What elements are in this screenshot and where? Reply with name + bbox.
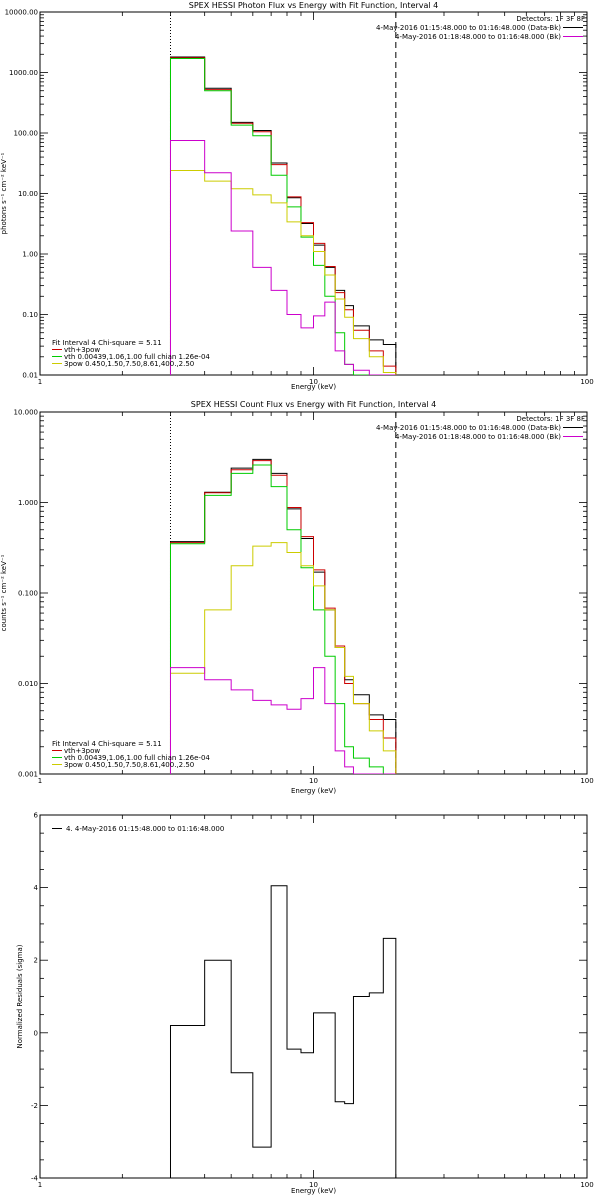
y-tick-label: 10000.00 xyxy=(5,9,38,17)
y-tick-label: 1.000 xyxy=(18,499,38,507)
y-tick-label: 2 xyxy=(34,957,38,965)
y-tick-label: 10.000 xyxy=(14,409,39,417)
x-tick-label: 1 xyxy=(38,777,42,785)
y-tick-label: 0.010 xyxy=(18,680,38,688)
data-layer xyxy=(169,885,397,1178)
x-tick-label: 100 xyxy=(580,378,593,386)
fit-legend-entry: vth 0.00439,1.06,1.00 full chian 1.26e-0… xyxy=(64,754,210,762)
x-tick-label: 10 xyxy=(309,777,318,785)
series-line-1 xyxy=(169,885,397,1178)
plot-frame xyxy=(39,814,588,1179)
y-tick-label: 0.01 xyxy=(22,372,38,380)
legend-header: Detectors: 1F 3F 8F xyxy=(516,15,585,23)
x-axis-label: Energy (keV) xyxy=(291,787,336,795)
x-tick-label: 100 xyxy=(580,777,593,785)
y-axis-label: Normalized Residuals (sigma) xyxy=(16,944,24,1048)
legend-entry-label: 4-May-2016 01:15:48.000 to 01:16:48.000 … xyxy=(376,24,561,32)
legend-entry-label: 4. 4-May-2016 01:15:48.000 to 01:16:48.0… xyxy=(66,825,224,833)
y-tick-label: 1.00 xyxy=(22,251,38,259)
series-line-5 xyxy=(169,667,396,774)
y-tick-label: -4 xyxy=(31,1175,39,1183)
data-layer xyxy=(169,412,397,774)
x-tick-label: 10 xyxy=(309,1181,318,1189)
fit-legend-header: Fit Interval 4 Chi-square = 5.11 xyxy=(52,339,162,347)
legend-header: Detectors: 1F 3F 8F xyxy=(516,415,585,423)
legend-entry-label: 4-May-2016 01:18:48.000 to 01:16:48.000 … xyxy=(395,33,561,41)
y-tick-label: -2 xyxy=(31,1102,38,1110)
chart-title: SPEX HESSI Photon Flux vs Energy with Fi… xyxy=(189,1,439,10)
y-tick-label: 1000.00 xyxy=(9,69,38,77)
chart-panel-3: 1 10 100 -4 -2 0 2 4 6 Energy (keV) Normalized Res… xyxy=(16,812,594,1196)
y-tick-label: 6 xyxy=(34,812,39,820)
fit-legend-entry: vth 0.00439,1.06,1.00 full chian 1.26e-0… xyxy=(64,353,210,361)
y-tick-label: 0.001 xyxy=(18,771,38,779)
series-line-4 xyxy=(169,169,397,375)
x-tick-label: 1 xyxy=(38,378,42,386)
x-tick-label: 10 xyxy=(309,378,318,386)
y-tick-label: 0.10 xyxy=(22,311,38,319)
series-line-1 xyxy=(169,56,397,375)
series-line-5 xyxy=(169,140,396,375)
y-tick-label: 4 xyxy=(34,884,39,892)
legend-entry-label: 4-May-2016 01:18:48.000 to 01:16:48.000 … xyxy=(395,433,561,441)
series-line-4 xyxy=(169,542,397,774)
data-layer xyxy=(169,12,397,375)
fit-legend-entry: 3pow 0.450,1.50,7.50,8.61,400.,2.50 xyxy=(64,761,194,769)
x-axis-label: Energy (keV) xyxy=(291,383,336,391)
y-tick-label: 10.00 xyxy=(18,190,38,198)
series-line-3 xyxy=(169,58,396,375)
x-axis-label: Energy (keV) xyxy=(291,1187,336,1195)
chart-panel-2: SPEX HESSI Count Flux vs Energy with Fit… xyxy=(0,400,594,795)
fit-legend-entry: vth+3pow xyxy=(64,346,100,354)
y-tick-label: 0.100 xyxy=(18,590,38,598)
fit-legend-entry: vth+3pow xyxy=(64,747,100,755)
series-line-2 xyxy=(169,57,397,375)
y-tick-label: 0 xyxy=(34,1029,38,1037)
y-tick-label: 100.00 xyxy=(14,130,39,138)
y-axis-label: photons s⁻¹ cm⁻² keV⁻¹ xyxy=(0,152,8,234)
fit-legend-entry: 3pow 0.450,1.50,7.50,8.61,400.,2.50 xyxy=(64,360,194,368)
x-tick-label: 100 xyxy=(580,1181,593,1189)
fit-legend-header: Fit Interval 4 Chi-square = 5.11 xyxy=(52,740,162,748)
y-axis-label: counts s⁻¹ cm⁻² keV⁻¹ xyxy=(0,554,8,631)
chart-panel-1: SPEX HESSI Photon Flux vs Energy with Fi… xyxy=(0,1,594,391)
legend-entry-label: 4-May-2016 01:15:48.000 to 01:16:48.000 … xyxy=(376,424,561,432)
x-tick-label: 1 xyxy=(38,1181,42,1189)
chart-title: SPEX HESSI Count Flux vs Energy with Fit… xyxy=(191,400,436,409)
